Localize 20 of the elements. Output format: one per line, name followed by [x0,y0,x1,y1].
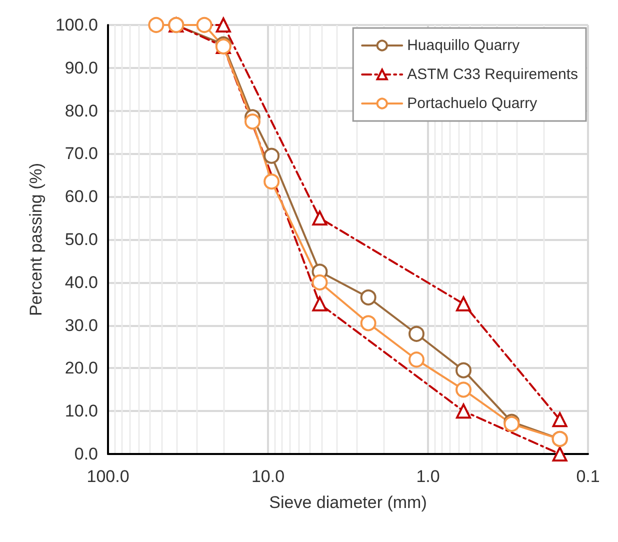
y-tick-label: 80.0 [64,101,98,120]
y-tick-label: 40.0 [64,272,98,292]
y-tick-label: 30.0 [64,316,98,335]
x-tick-label: 1.0 [416,467,440,486]
y-tick-label: 100.0 [55,16,98,34]
y-tick-label: 0.0 [74,444,98,464]
y-tick-label: 70.0 [64,144,98,164]
x-axis-title: Sieve diameter (mm) [269,493,427,512]
x-tick-label: 100.0 [86,467,130,486]
y-tick-label: 20.0 [64,358,98,378]
legend-label: Huaquillo Quarry [407,37,520,54]
x-tick-label: 0.1 [576,467,600,486]
y-tick-label: 60.0 [64,187,98,206]
y-tick-label: 10.0 [64,402,98,421]
legend-label: ASTM C33 Requirements [407,66,578,83]
y-tick-label: 90.0 [64,58,98,78]
legend-label: Portachuelo Quarry [407,95,538,112]
x-tick-label: 10.0 [251,467,285,486]
y-tick-label: 50.0 [64,230,98,249]
y-axis-title: Percent passing (%) [26,162,46,316]
